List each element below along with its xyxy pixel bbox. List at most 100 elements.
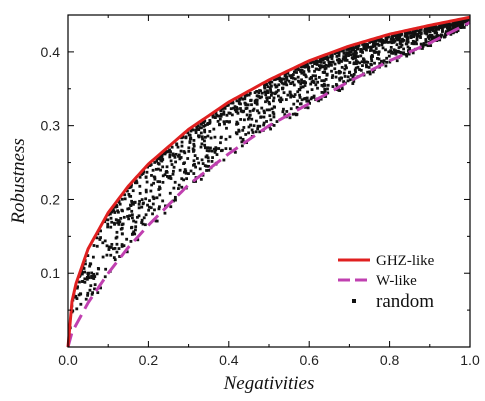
random-point — [373, 61, 376, 65]
random-point — [281, 110, 285, 114]
random-point — [260, 106, 264, 110]
random-point — [434, 25, 438, 29]
random-point — [325, 73, 329, 77]
random-point — [207, 122, 211, 125]
random-point — [432, 35, 435, 39]
random-point — [213, 150, 217, 154]
random-point — [83, 277, 87, 281]
random-point — [126, 214, 129, 218]
random-point — [405, 33, 409, 37]
ghz-like-curve — [66, 15, 471, 348]
random-point — [356, 47, 360, 51]
random-point — [382, 59, 386, 63]
random-point — [219, 141, 222, 145]
random-point — [397, 36, 401, 40]
random-point — [75, 297, 79, 300]
random-point — [288, 116, 292, 120]
random-point — [171, 172, 175, 176]
random-point — [289, 107, 293, 111]
random-point — [271, 111, 275, 114]
random-point — [236, 107, 239, 111]
random-point — [191, 147, 195, 151]
random-point — [294, 68, 298, 71]
random-point — [310, 88, 314, 92]
random-point — [169, 159, 173, 163]
random-point — [303, 81, 306, 84]
random-point — [186, 131, 190, 135]
random-point — [306, 90, 309, 94]
random-point — [259, 115, 263, 119]
random-point — [334, 75, 338, 79]
random-point — [193, 154, 197, 157]
random-point — [437, 35, 440, 39]
random-point — [247, 116, 251, 120]
random-point — [174, 152, 178, 156]
random-point — [395, 43, 399, 47]
random-point — [438, 38, 442, 42]
random-point — [184, 171, 188, 175]
random-point — [348, 50, 351, 54]
random-point — [137, 202, 141, 206]
x-axis-label: Negativities — [223, 373, 315, 394]
random-point — [461, 24, 465, 28]
random-point — [457, 22, 461, 26]
random-point — [172, 165, 176, 169]
random-point — [405, 37, 409, 41]
random-point — [389, 49, 393, 52]
random-point — [231, 101, 235, 105]
random-point — [352, 73, 356, 76]
random-point — [82, 267, 86, 270]
random-point — [290, 76, 293, 80]
random-point — [155, 157, 159, 160]
random-point — [266, 89, 269, 93]
random-point — [120, 226, 124, 230]
random-point — [180, 144, 184, 148]
random-point — [306, 106, 310, 110]
random-point — [86, 274, 90, 277]
random-point — [354, 70, 357, 74]
random-point — [129, 185, 133, 189]
random-point — [188, 133, 192, 137]
random-point — [243, 94, 247, 98]
random-point — [260, 95, 263, 99]
random-point — [351, 75, 355, 79]
random-point — [267, 100, 271, 104]
random-point — [384, 64, 388, 68]
random-point — [326, 91, 330, 95]
random-point — [156, 161, 160, 165]
random-point — [243, 101, 247, 105]
random-point — [371, 70, 375, 74]
random-point — [187, 172, 190, 175]
y-tick-label: 0.4 — [41, 44, 61, 60]
random-point — [309, 97, 313, 101]
random-point — [353, 55, 357, 59]
random-point — [125, 237, 129, 241]
random-point — [284, 98, 288, 101]
random-point — [322, 79, 326, 83]
random-point — [245, 113, 249, 117]
random-point — [112, 247, 115, 251]
random-point — [388, 60, 392, 64]
random-point — [107, 248, 111, 251]
random-point — [89, 284, 93, 288]
random-point — [365, 65, 369, 68]
random-point — [206, 146, 210, 150]
random-point — [344, 64, 348, 68]
y-tick-label: 0.2 — [41, 191, 61, 207]
random-point — [203, 146, 207, 150]
random-point — [199, 145, 203, 149]
random-point — [111, 208, 115, 212]
random-point — [430, 35, 434, 39]
random-point — [354, 59, 358, 63]
random-point — [109, 253, 113, 257]
random-point — [192, 138, 196, 142]
random-point — [344, 57, 348, 60]
random-point — [222, 120, 226, 124]
random-point — [316, 86, 319, 90]
random-point — [317, 68, 321, 72]
random-point — [169, 150, 172, 154]
random-point — [203, 124, 207, 127]
random-point — [323, 70, 327, 74]
random-point — [300, 81, 304, 84]
random-point — [419, 36, 422, 39]
